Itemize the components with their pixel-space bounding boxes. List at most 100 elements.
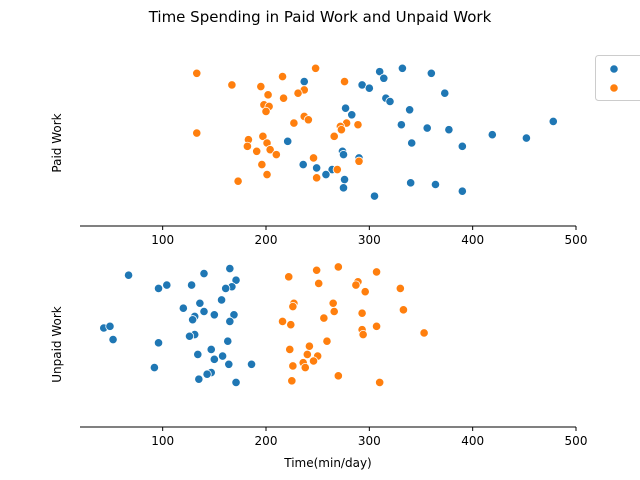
data-point: [357, 308, 367, 318]
data-point: [405, 105, 415, 115]
data-point: [347, 110, 357, 120]
data-point: [385, 96, 395, 107]
data-point: [252, 146, 262, 156]
data-point: [332, 164, 342, 175]
data-point: [283, 136, 293, 146]
data-point: [314, 278, 324, 289]
data-point: [277, 316, 288, 326]
panel-unpaid-work: Unpaid Work 100 200 300 400 500: [50, 262, 588, 448]
data-point: [548, 116, 558, 127]
data-point: [371, 267, 382, 277]
data-point: [395, 283, 405, 293]
data-point: [271, 150, 281, 160]
data-point: [285, 344, 295, 355]
data-point: [312, 173, 322, 183]
data-point: [312, 163, 322, 173]
x-tick-label: 500: [565, 434, 588, 448]
data-point: [340, 103, 351, 113]
data-point: [379, 73, 389, 83]
data-point: [265, 145, 275, 155]
data-point: [338, 183, 349, 193]
x-tick-label: 500: [565, 233, 588, 247]
data-point: [422, 123, 432, 133]
data-point: [153, 283, 164, 293]
data-point: [278, 93, 289, 103]
data-point: [178, 303, 188, 313]
data-point: [289, 118, 299, 128]
data-point: [246, 359, 257, 369]
data-point: [430, 179, 441, 190]
legend-marker: [609, 64, 619, 74]
data-point: [277, 72, 288, 82]
data-point: [286, 320, 296, 330]
data-point: [339, 174, 350, 185]
data-point: [257, 159, 267, 170]
series-1: [277, 262, 429, 388]
data-point: [487, 130, 497, 140]
data-point: [233, 176, 243, 186]
x-tick-label: 200: [255, 233, 278, 247]
x-tick-label: 300: [358, 233, 381, 247]
data-point: [319, 313, 329, 323]
data-point: [322, 336, 332, 346]
data-point: [299, 76, 309, 87]
data-point: [216, 295, 227, 305]
chart-title: Time Spending in Paid Work and Unpaid Wo…: [148, 8, 492, 26]
data-point: [298, 159, 308, 170]
series-0: [99, 263, 257, 388]
data-point: [303, 115, 313, 125]
data-point: [354, 156, 364, 166]
data-point: [193, 349, 203, 359]
data-point: [339, 76, 350, 87]
data-point: [312, 265, 322, 275]
data-point: [288, 301, 298, 312]
data-point: [194, 374, 204, 384]
data-point: [333, 262, 343, 272]
x-tick-label: 300: [358, 434, 381, 448]
data-point: [209, 310, 219, 320]
data-point: [328, 298, 338, 308]
data-point: [229, 310, 239, 320]
data-point: [440, 88, 450, 98]
data-point: [419, 328, 429, 338]
data-point: [521, 133, 532, 143]
data-point: [338, 150, 349, 160]
x-tick-label: 400: [461, 434, 484, 448]
y-axis-label: Unpaid Work: [50, 306, 64, 383]
data-point: [231, 377, 241, 388]
data-point: [397, 63, 407, 73]
data-point: [358, 329, 368, 340]
data-point: [262, 169, 272, 180]
data-point: [258, 131, 268, 141]
data-point: [108, 334, 118, 345]
legend-marker: [609, 83, 619, 93]
data-point: [396, 120, 406, 130]
data-point: [321, 169, 331, 180]
data-point: [153, 338, 164, 348]
data-point: [149, 362, 159, 373]
data-point: [288, 361, 298, 371]
data-point: [223, 336, 233, 346]
x-tick-label: 200: [255, 434, 278, 448]
y-axis-label: Paid Work: [50, 113, 64, 172]
data-point: [353, 120, 363, 130]
panel-paid-work: Paid Work 100 200 300 400 500: [50, 63, 588, 247]
data-point: [162, 280, 172, 290]
data-point: [263, 90, 273, 100]
data-point: [371, 321, 382, 331]
data-point: [221, 283, 231, 293]
data-point: [406, 178, 416, 188]
data-point: [192, 68, 202, 78]
data-point: [375, 67, 385, 77]
data-point: [308, 356, 319, 366]
data-point: [457, 141, 467, 151]
data-point: [407, 138, 417, 148]
data-point: [336, 125, 347, 135]
data-point: [192, 128, 202, 138]
data-point: [333, 371, 343, 381]
data-point: [231, 275, 241, 285]
data-point: [209, 354, 219, 364]
data-point: [199, 268, 209, 279]
data-point: [293, 88, 303, 98]
